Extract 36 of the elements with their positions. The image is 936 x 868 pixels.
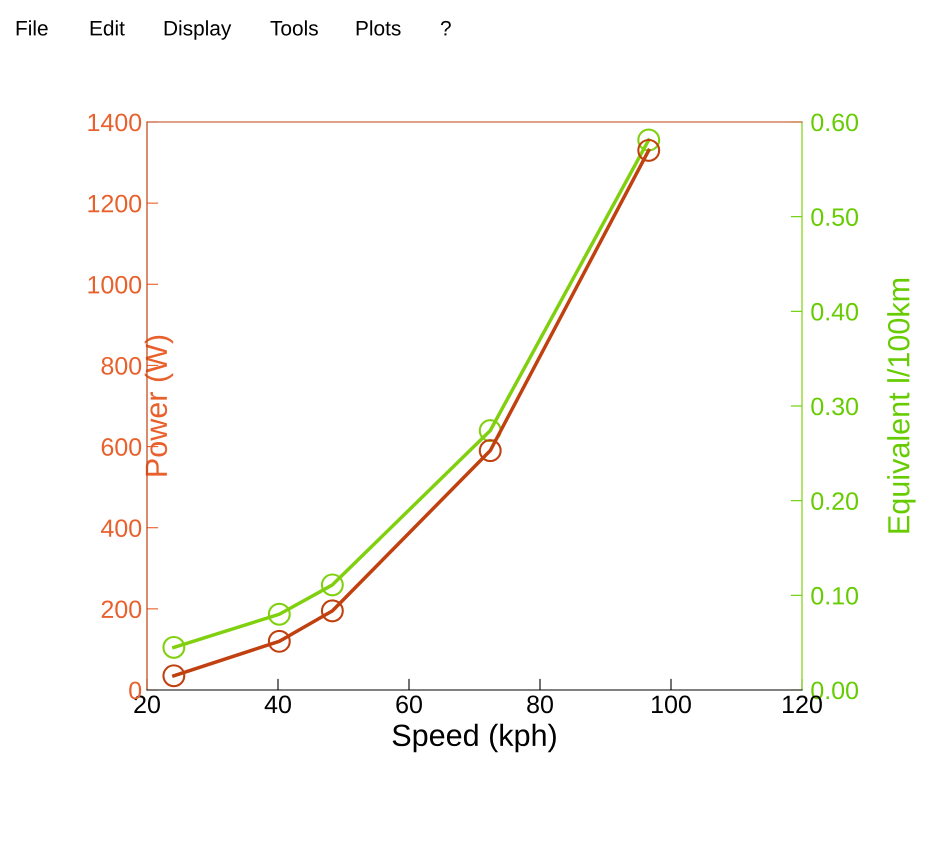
- point: [637, 138, 660, 162]
- y2-tick-label: 0.60: [811, 114, 858, 132]
- point: [320, 573, 344, 596]
- y-tick-label: 1200: [88, 194, 142, 212]
- y-tick-label: 1000: [88, 276, 142, 294]
- y2-tick-label: 0.40: [811, 302, 858, 321]
- point: [268, 602, 291, 626]
- text: File: [16, 20, 48, 36]
- x-tick-label: 80: [527, 696, 553, 714]
- text: Edit: [90, 20, 125, 36]
- text: Tools: [270, 20, 318, 36]
- x-tick-label: 100: [652, 696, 691, 714]
- x-axis-title: Speed (kph): [392, 724, 556, 752]
- y-tick-label: 200: [102, 600, 142, 618]
- y2-tick-label: 0.10: [811, 586, 858, 605]
- x-tick-label: 60: [396, 696, 422, 714]
- text: Display: [164, 20, 232, 40]
- point: [478, 419, 502, 442]
- point: [637, 128, 660, 152]
- y2-tick-label: 0.20: [811, 492, 858, 510]
- point: [268, 630, 291, 653]
- point: [320, 599, 344, 622]
- y-axis-title: Power (W): [144, 336, 174, 476]
- y-tick-label: 600: [102, 438, 142, 456]
- y-tick-label: 800: [102, 357, 142, 375]
- text: Plots: [356, 20, 401, 36]
- y2-tick-label: 0.50: [811, 208, 858, 226]
- y-tick-label: 1400: [88, 114, 142, 132]
- y2-tick-label: 0.30: [811, 398, 858, 416]
- y-tick-label: 400: [101, 519, 142, 538]
- point: [478, 439, 502, 462]
- x-tick-label: 40: [264, 696, 291, 714]
- text: ?: [440, 20, 451, 36]
- point: [162, 664, 186, 688]
- point: [162, 636, 186, 659]
- y2-axis-title: Equivalent l/100km: [887, 278, 916, 533]
